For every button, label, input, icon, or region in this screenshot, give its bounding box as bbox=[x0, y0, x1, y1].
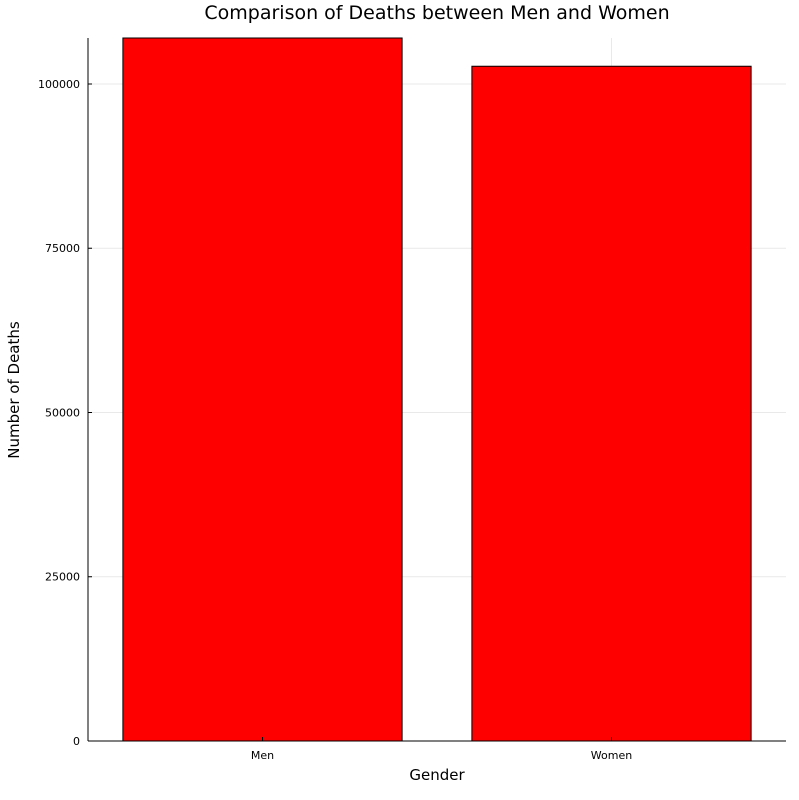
x-tick-label: Women bbox=[591, 749, 632, 762]
y-tick-label: 25000 bbox=[45, 571, 80, 584]
axes-layer bbox=[87, 38, 786, 742]
bar-women bbox=[471, 65, 752, 742]
x-axis-label: Gender bbox=[409, 766, 465, 784]
chart-title: Comparison of Deaths between Men and Wom… bbox=[204, 2, 669, 24]
y-tick-label: 75000 bbox=[45, 242, 80, 255]
y-tick-label: 0 bbox=[73, 735, 80, 748]
bar-men bbox=[122, 37, 403, 742]
y-tick-label: 50000 bbox=[45, 406, 80, 419]
y-axis-label: Number of Deaths bbox=[5, 321, 23, 459]
ticks-layer: 0 25000 50000 75000 100000 Men Women bbox=[38, 78, 632, 762]
y-tick-label: 100000 bbox=[38, 78, 80, 91]
bars-layer bbox=[122, 37, 752, 742]
x-tick-label: Men bbox=[251, 749, 274, 762]
